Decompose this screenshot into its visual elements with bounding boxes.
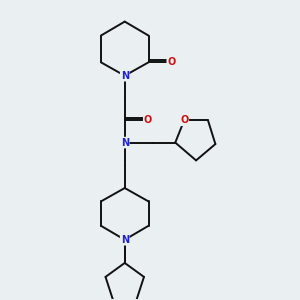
Text: N: N (121, 71, 129, 81)
Text: O: O (144, 115, 152, 125)
Text: O: O (167, 57, 175, 67)
Text: N: N (121, 235, 129, 245)
Text: N: N (121, 138, 129, 148)
Text: O: O (180, 115, 188, 125)
